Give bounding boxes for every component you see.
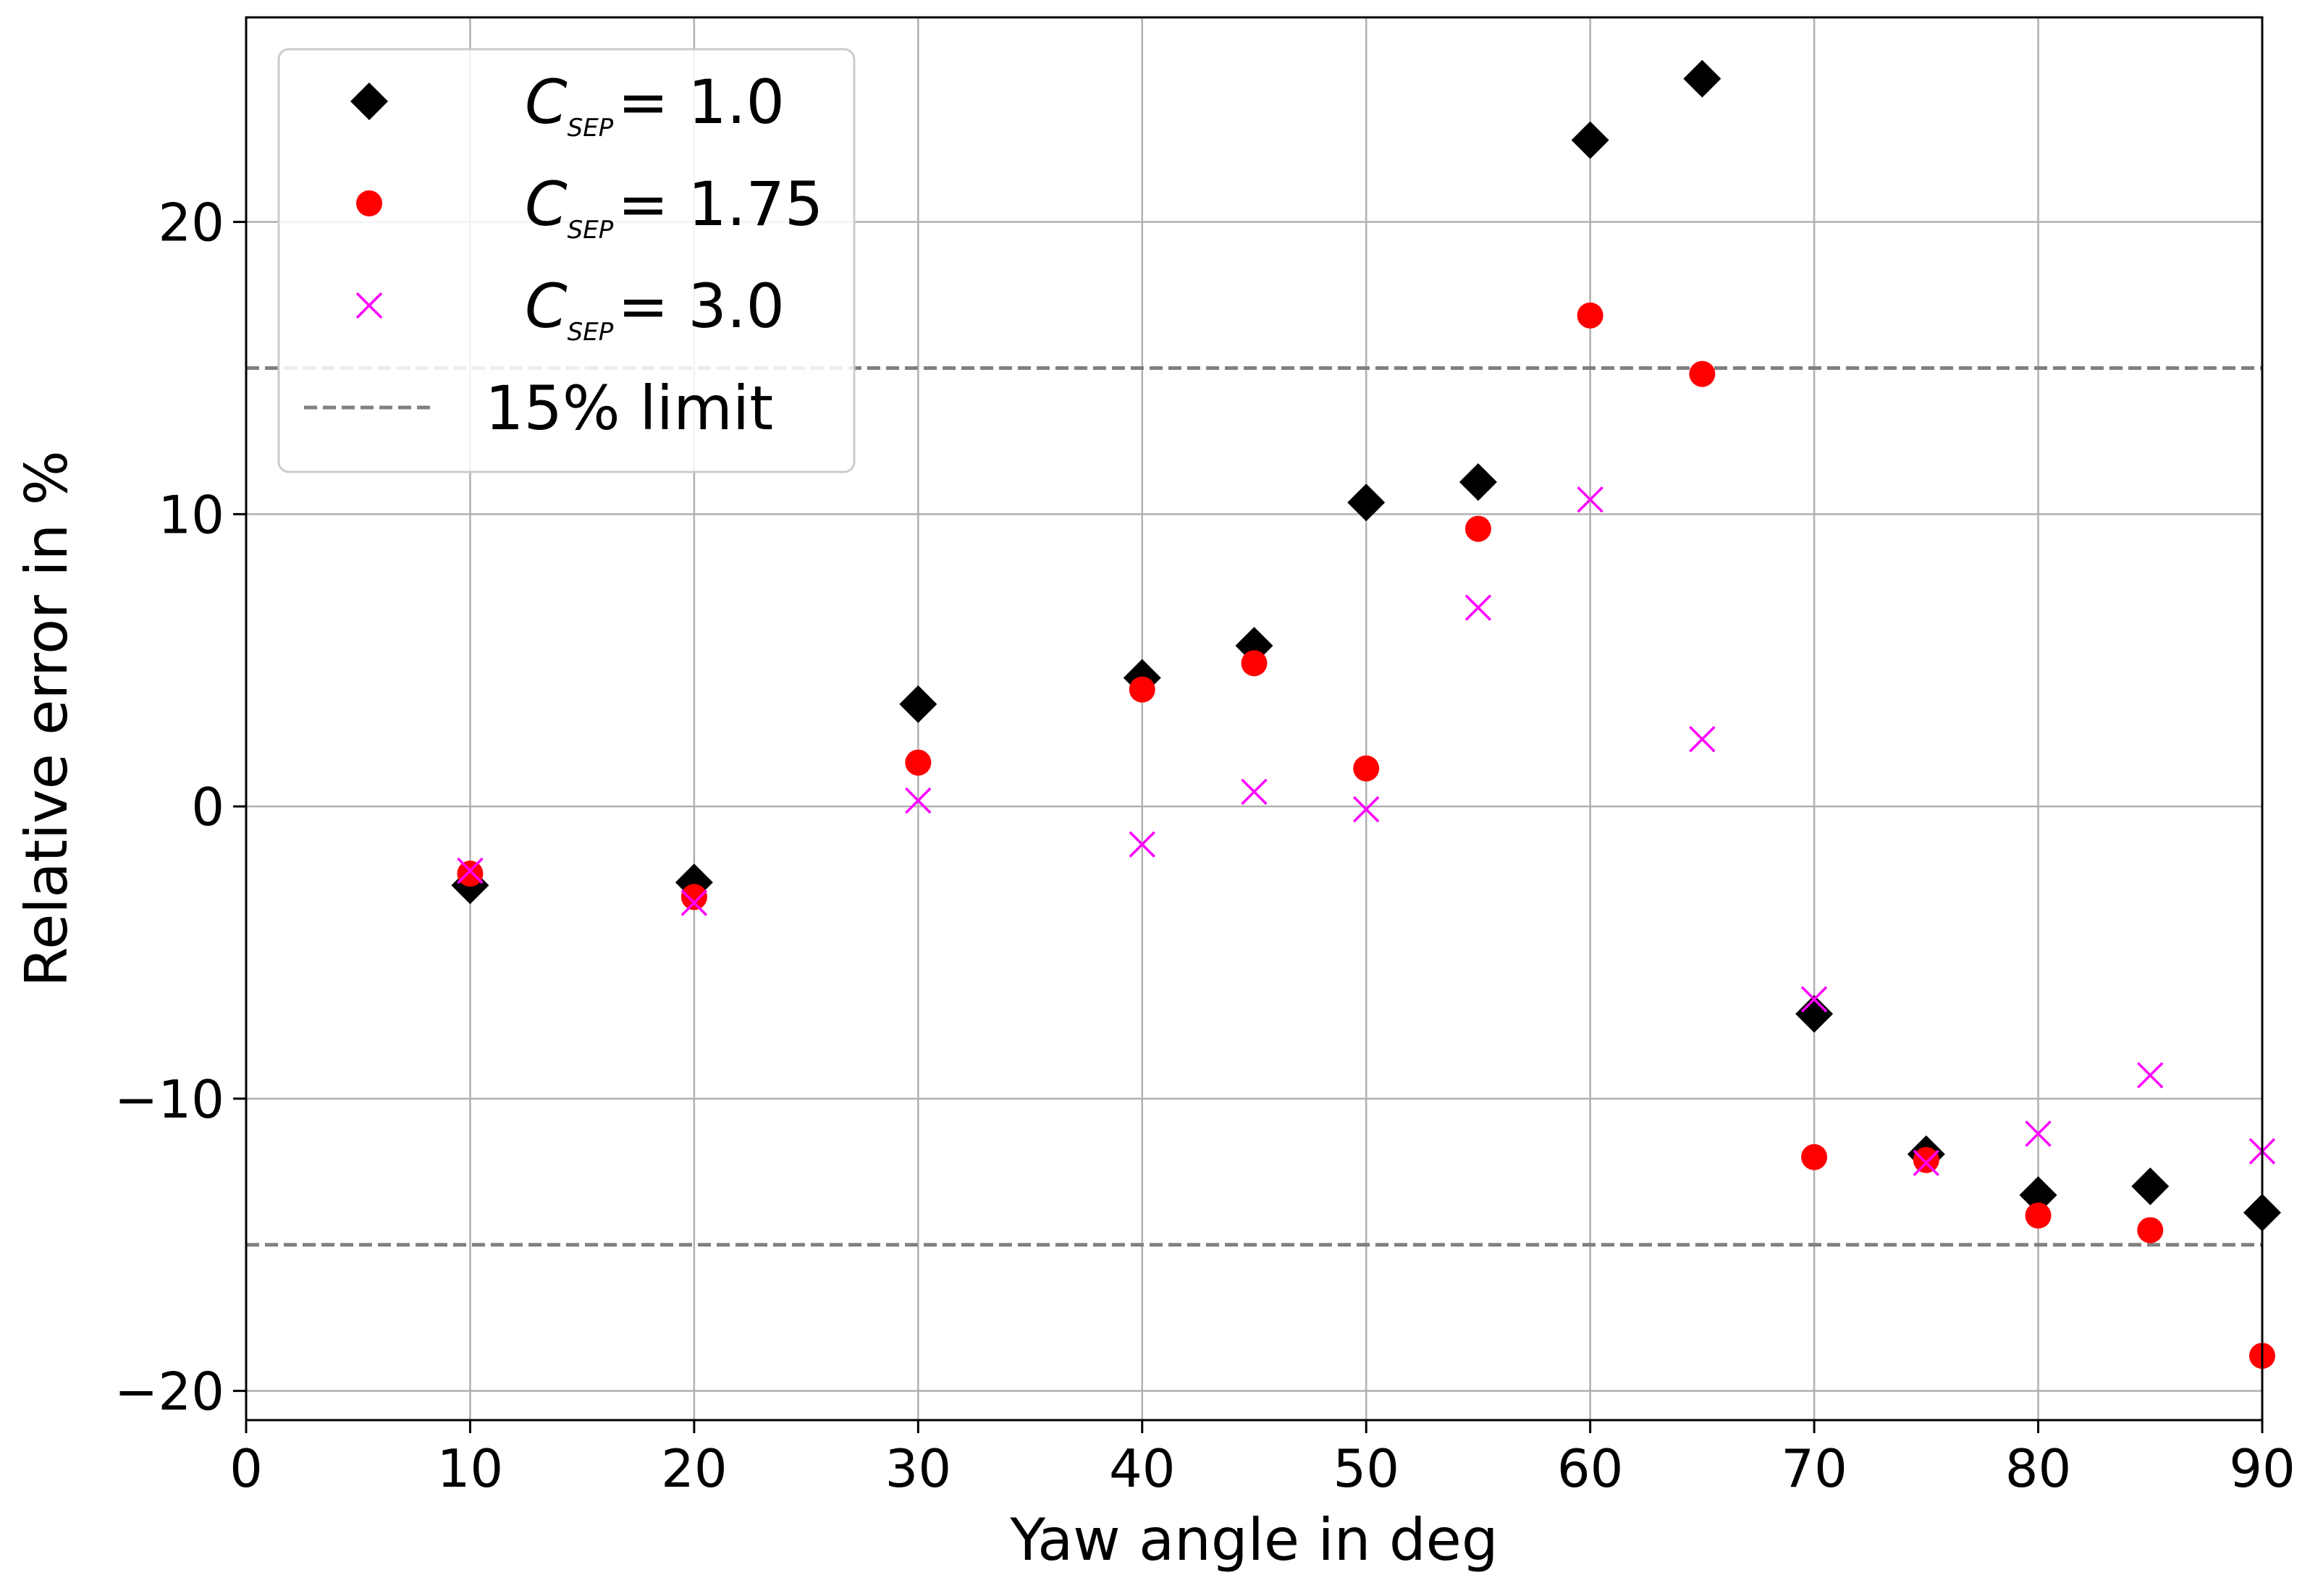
data-point: [2131, 1168, 2170, 1205]
data-point: [1353, 755, 1380, 782]
x-axis-title: Yaw angle in deg: [1009, 1506, 1498, 1574]
data-point: [1795, 995, 1834, 1033]
legend-marker: [356, 190, 382, 216]
data-point: [2025, 1202, 2052, 1229]
data-point: [2137, 1217, 2164, 1244]
data-point: [1241, 650, 1268, 677]
data-point: [2137, 1062, 2164, 1089]
data-point: [905, 787, 932, 814]
x-marker-stroke: [1241, 778, 1268, 806]
x-tick-label: 50: [1333, 1438, 1399, 1499]
legend-marker: [350, 83, 388, 120]
x-marker-stroke: [2137, 1062, 2164, 1089]
data-point: [680, 890, 708, 916]
axis-ticks: 0 10 20 30 40 50 60 70 80 90 −20 −10 0 10 20: [114, 193, 2296, 1499]
x-tick-label: 80: [2005, 1438, 2072, 1499]
data-point: [1689, 726, 1716, 753]
series-2: [457, 302, 2275, 1369]
legend-label: CSEP= 3.0: [525, 271, 785, 347]
data-point: [1801, 1144, 1828, 1170]
data-point: [457, 860, 484, 887]
data-point: [1913, 1147, 1939, 1173]
x-tick-label: 60: [1557, 1438, 1624, 1499]
x-marker-stroke: [457, 857, 484, 884]
x-tick-label: 70: [1781, 1438, 1847, 1499]
x-tick-label: 20: [661, 1438, 728, 1499]
x-tick-label: 30: [885, 1438, 952, 1499]
y-axis-title: Relative error in %: [13, 450, 80, 987]
x-marker-stroke: [2025, 1120, 2052, 1147]
x-tick-label: 10: [437, 1438, 504, 1499]
y-tick-label: 0: [191, 777, 224, 837]
x-tick-label: 40: [1109, 1438, 1176, 1499]
x-marker-stroke: [1800, 986, 1828, 1013]
legend-label: CSEP= 1.75: [525, 169, 823, 245]
y-tick-label: −10: [114, 1069, 224, 1130]
data-point: [1459, 463, 1497, 501]
data-point: [1129, 676, 1155, 703]
data-point: [1241, 778, 1268, 806]
y-tick-label: 20: [158, 193, 224, 253]
legend-label: CSEP= 1.0: [525, 67, 785, 143]
data-point: [457, 857, 484, 884]
x-tick-label: 90: [2229, 1438, 2296, 1499]
data-point: [2019, 1176, 2057, 1215]
x-marker-stroke: [680, 890, 708, 916]
data-point: [680, 884, 707, 911]
data-point: [899, 685, 937, 723]
legend-limit-label: 15% limit: [485, 373, 773, 444]
x-tick-label: 0: [229, 1438, 263, 1499]
legend: CSEP= 1.0 CSEP= 1.75 CSEP= 3.0 15% limit: [277, 48, 856, 473]
x-marker-stroke: [1577, 486, 1603, 513]
x-marker-stroke: [1129, 831, 1156, 858]
y-tick-label: −20: [114, 1361, 224, 1422]
plot-frame: [245, 16, 2264, 1422]
y-tick-label: 10: [158, 484, 224, 545]
data-point: [1913, 1149, 1940, 1176]
data-point: [1800, 986, 1828, 1013]
data-point: [1577, 486, 1603, 513]
data-point: [1689, 360, 1716, 387]
data-point: [905, 749, 932, 776]
reference-lines: [246, 366, 2262, 1247]
data-point: [1464, 515, 1491, 542]
data-point: [1577, 302, 1603, 329]
x-marker-stroke: [1352, 795, 1380, 823]
data-points: [451, 59, 2281, 1369]
x-marker-stroke: [1913, 1149, 1940, 1176]
data-point: [1352, 795, 1380, 823]
data-point: [1347, 484, 1386, 522]
data-point: [1129, 831, 1156, 858]
data-point: [1464, 594, 1492, 621]
x-marker-stroke: [1464, 594, 1492, 621]
x-marker-stroke: [355, 292, 383, 319]
data-point: [1571, 121, 1609, 159]
data-point: [1683, 59, 1721, 98]
legend-marker: [355, 292, 383, 319]
data-point: [2025, 1120, 2052, 1147]
x-marker-stroke: [905, 787, 932, 814]
x-marker-stroke: [1689, 726, 1716, 753]
legend-box: [277, 48, 856, 473]
